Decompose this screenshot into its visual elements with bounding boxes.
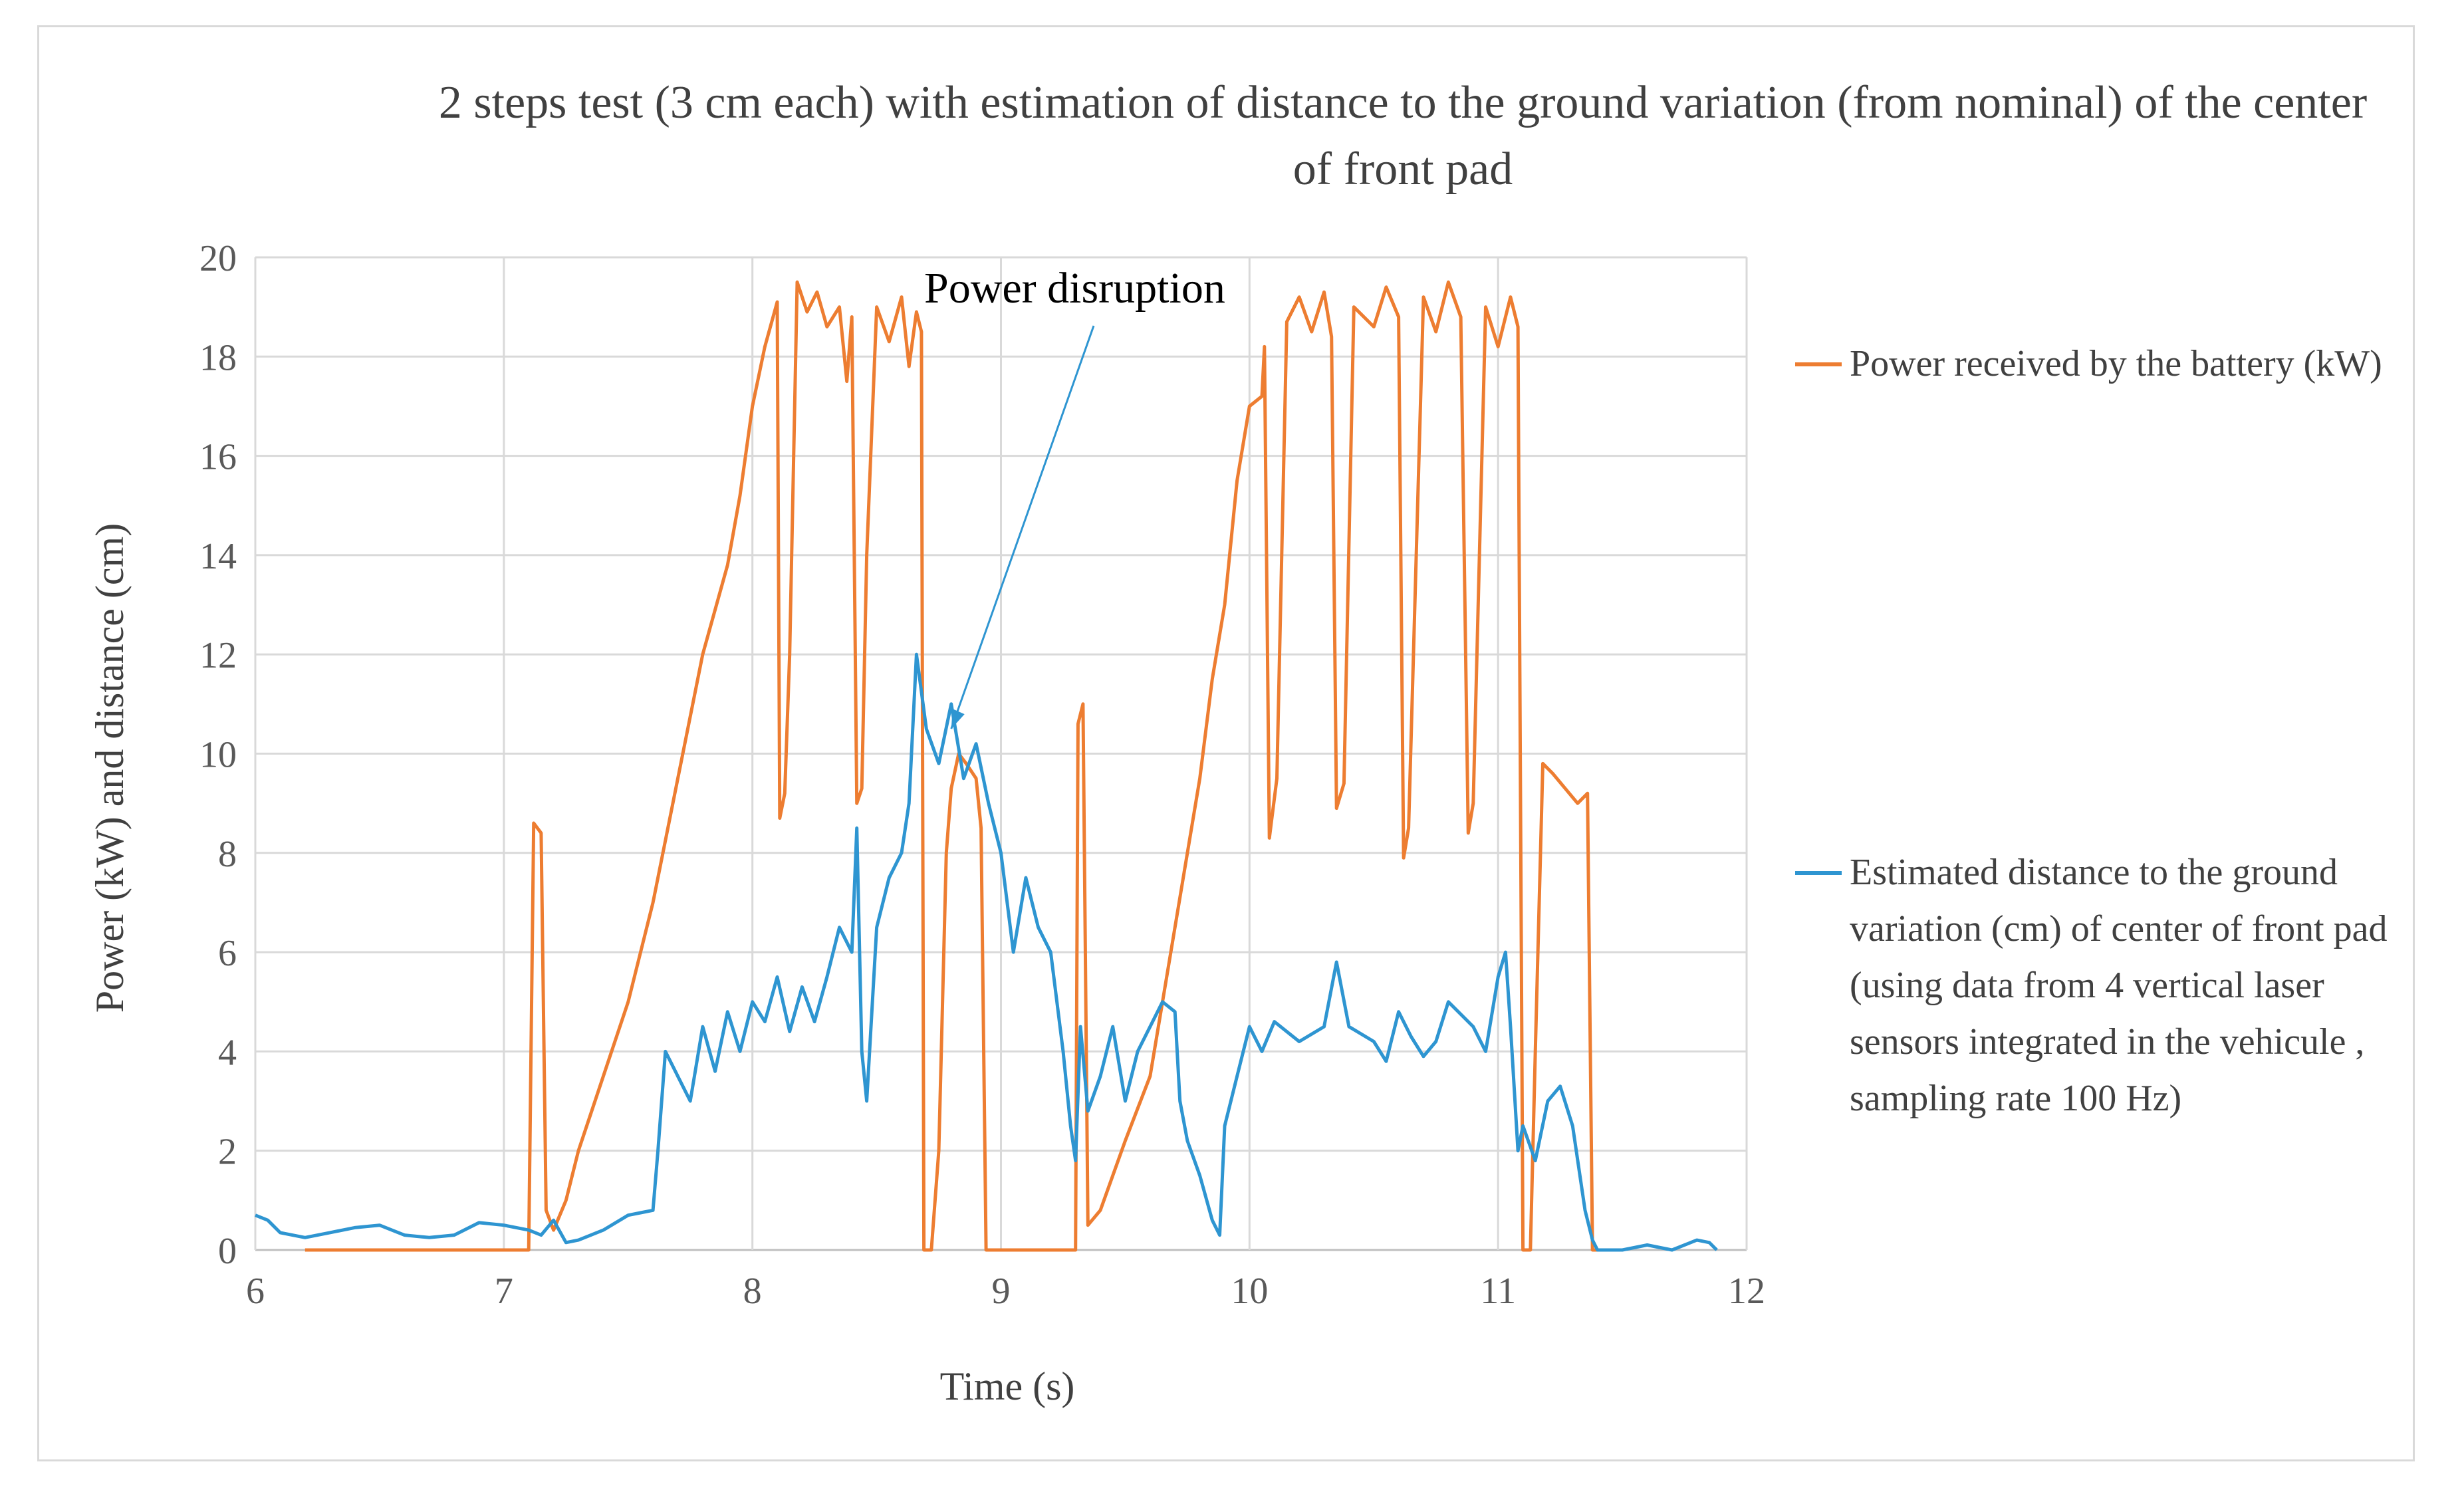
series-line-power bbox=[305, 280, 1610, 1252]
chart-title: 2 steps test (3 cm each) with estimation… bbox=[438, 77, 2368, 195]
y-tick-label: 4 bbox=[218, 1032, 237, 1073]
x-tick-label: 8 bbox=[743, 1271, 762, 1312]
x-tick-label: 7 bbox=[495, 1271, 513, 1312]
y-tick-label: 18 bbox=[199, 337, 237, 378]
tick-labels: 0 2 4 6 8 10 12 14 16 18 20 6 7 8 9 10 11 12 bbox=[199, 238, 1765, 1312]
y-tick-label: 14 bbox=[199, 536, 237, 577]
x-tick-label: 10 bbox=[1231, 1271, 1268, 1312]
series-line-distance bbox=[255, 652, 1718, 1252]
legend-entry-power: Power received by the battery (kW) bbox=[1795, 336, 2408, 392]
y-tick-label: 6 bbox=[218, 933, 237, 974]
annotation-arrowhead bbox=[951, 709, 965, 729]
series-layer bbox=[255, 280, 1718, 1252]
y-axis-label: Power (kW) and distance (cm) bbox=[88, 523, 132, 1013]
annotation-layer: Power disruption bbox=[924, 264, 1225, 729]
y-tick-label: 2 bbox=[218, 1132, 237, 1173]
x-axis-label: Time (s) bbox=[939, 1364, 1075, 1408]
annotation-label: Power disruption bbox=[924, 264, 1225, 312]
annotation-leader bbox=[950, 325, 1095, 729]
x-tick-label: 12 bbox=[1728, 1271, 1765, 1312]
y-tick-label: 0 bbox=[218, 1231, 237, 1272]
legend-label-distance: Estimated distance to the ground variati… bbox=[1850, 852, 2388, 1119]
legend-swatch-distance bbox=[1795, 871, 1842, 875]
gridlines bbox=[254, 256, 1748, 1251]
x-tick-label: 6 bbox=[246, 1271, 265, 1312]
chart-frame bbox=[37, 25, 2415, 1461]
y-tick-label: 8 bbox=[218, 834, 237, 875]
legend-swatch-power bbox=[1795, 362, 1842, 366]
legend-label-power: Power received by the battery (kW) bbox=[1850, 343, 2382, 384]
x-tick-label: 11 bbox=[1480, 1271, 1516, 1312]
y-tick-label: 12 bbox=[199, 635, 237, 676]
y-tick-label: 20 bbox=[199, 238, 237, 279]
legend-entry-distance: Estimated distance to the ground variati… bbox=[1795, 844, 2408, 1127]
x-tick-label: 9 bbox=[992, 1271, 1011, 1312]
y-tick-label: 10 bbox=[199, 735, 237, 776]
y-tick-label: 16 bbox=[199, 437, 237, 478]
